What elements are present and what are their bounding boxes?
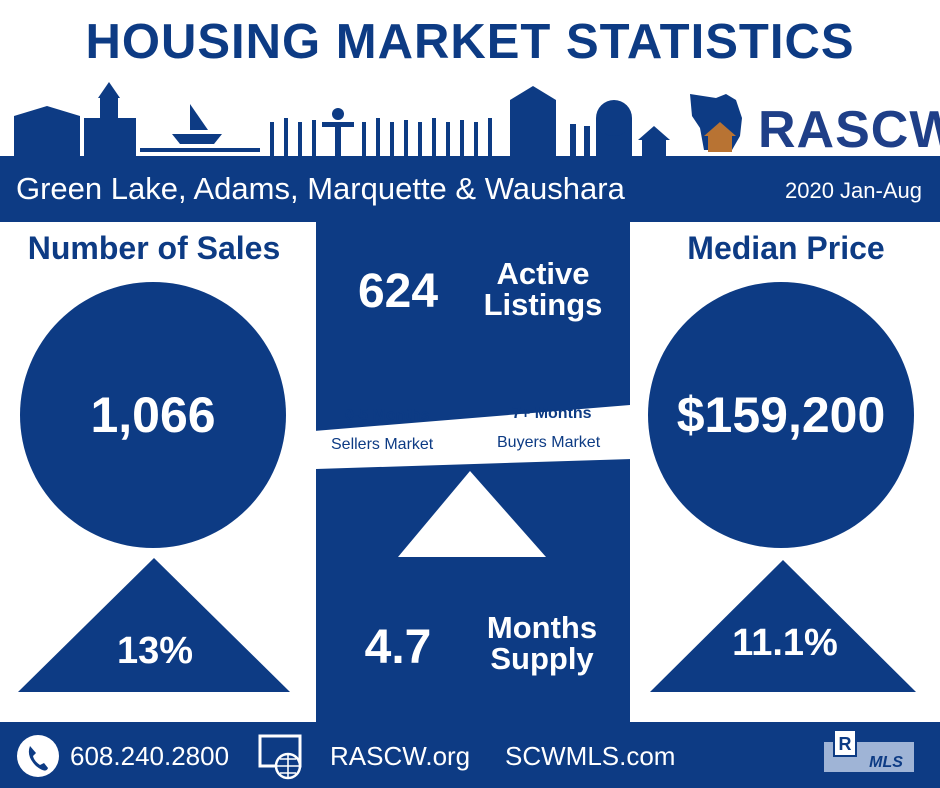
sellers-label: Sellers Market — [331, 436, 434, 453]
sales-value: 1,066 — [90, 387, 216, 443]
price-heading: Median Price — [687, 230, 885, 266]
sales-change-up-triangle-icon — [18, 558, 290, 692]
price-value: $159,200 — [676, 387, 886, 443]
page-title: HOUSING MARKET STATISTICS — [85, 15, 855, 69]
date-range: 2020 Jan-Aug — [785, 178, 922, 203]
footer-bar — [0, 722, 940, 788]
sellers-range: 0-5 Months — [345, 407, 430, 424]
months-supply-label: Months Supply — [462, 612, 622, 674]
phone-icon — [17, 735, 59, 777]
wheat-field-icon — [270, 118, 492, 156]
skyline-illustration — [0, 82, 680, 158]
scale-fulcrum-icon — [398, 471, 546, 557]
house-icon — [638, 126, 670, 140]
barn-icon — [510, 100, 556, 156]
active-listings-value: 624 — [357, 265, 439, 318]
active-label-line2: Listings — [483, 287, 603, 322]
buyers-range: 7+ Months — [512, 405, 592, 422]
supply-label-line2: Supply — [490, 641, 594, 676]
mls-logo-icon: R MLS — [824, 730, 914, 772]
region-bar — [0, 156, 940, 222]
church-icon — [84, 118, 136, 156]
supply-label-line1: Months — [486, 610, 598, 645]
market-balance-scale — [314, 405, 632, 557]
school-icon — [14, 116, 80, 156]
mls-text: MLS — [869, 754, 903, 771]
scale-beam — [314, 405, 632, 469]
phone-number[interactable]: 608.240.2800 — [70, 741, 230, 771]
realtor-mark: R — [839, 734, 852, 754]
price-change-value: 11.1% — [732, 622, 838, 664]
web-globe-icon — [258, 734, 302, 780]
sailboat-icon — [190, 104, 208, 130]
sales-change-value: 13% — [116, 630, 194, 672]
sales-circle — [20, 282, 286, 548]
sales-heading: Number of Sales — [27, 230, 281, 266]
website-scwmls-link[interactable]: SCWMLS.com — [505, 741, 676, 771]
price-change-up-triangle-icon — [650, 560, 916, 692]
region-name: Green Lake, Adams, Marquette & Waushara — [16, 171, 625, 206]
buyers-label: Buyers Market — [497, 434, 601, 451]
center-panel-top — [316, 222, 630, 432]
rascw-logo-text: RASCW — [758, 101, 940, 159]
wisconsin-logo-icon — [690, 94, 742, 152]
months-supply-value: 4.7 — [364, 621, 432, 674]
price-circle — [648, 282, 914, 548]
active-listings-label: Active Listings — [470, 258, 616, 320]
scarecrow-icon — [322, 108, 354, 156]
website-rascw-link[interactable]: RASCW.org — [330, 741, 471, 771]
active-label-line1: Active — [496, 256, 590, 291]
